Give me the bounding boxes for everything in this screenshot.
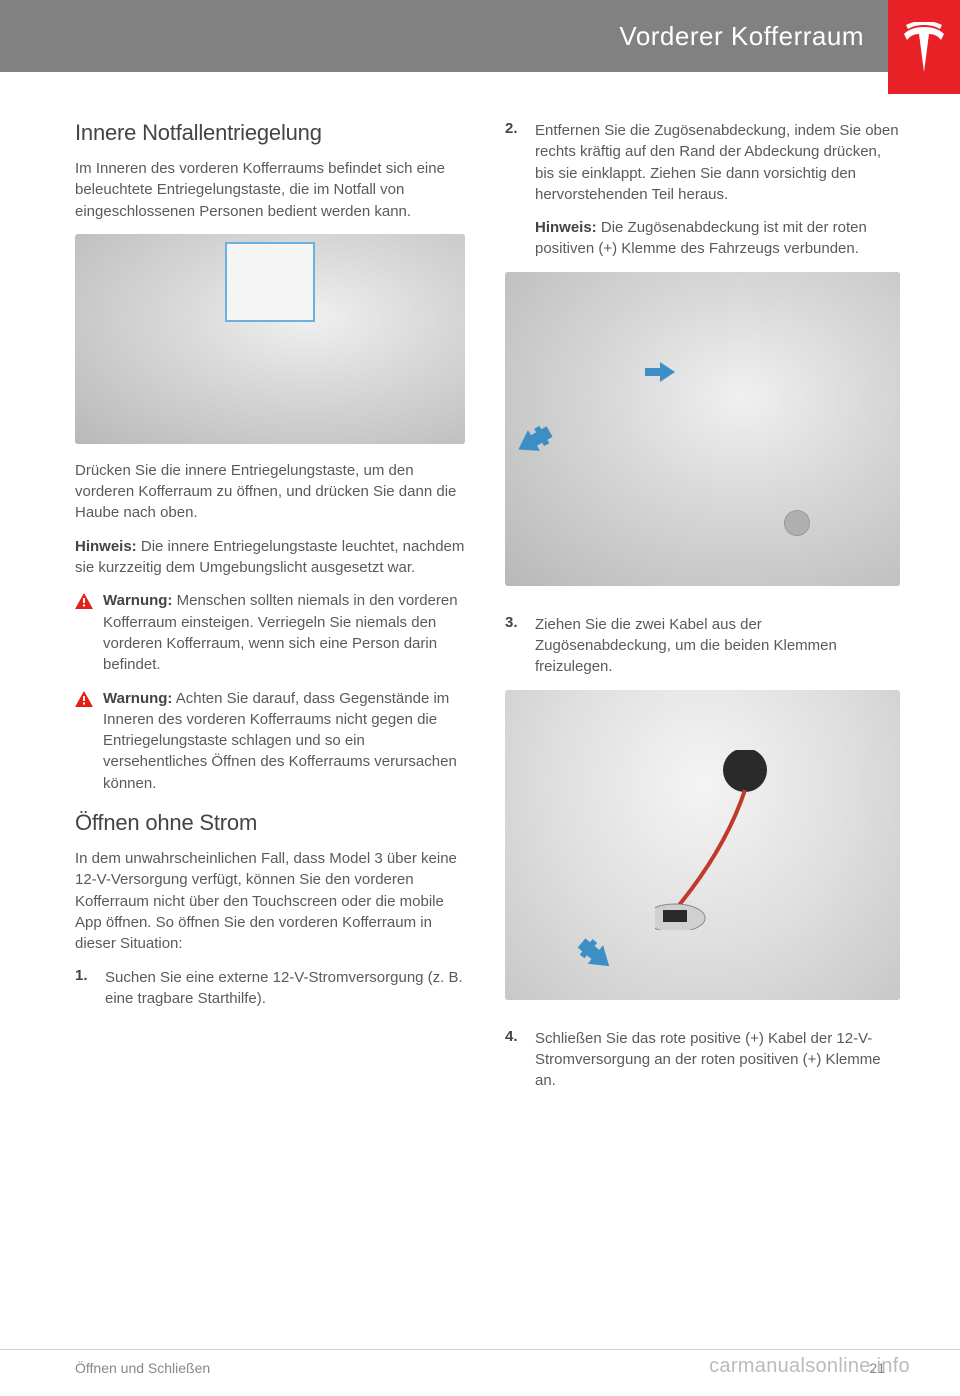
step-1: 1. Suchen Sie eine externe 12-V-Stromver… [75, 967, 465, 1022]
heading-open-without-power: Öffnen ohne Strom [75, 810, 465, 836]
left-column: Innere Notfallentriegelung Im Inneren de… [75, 120, 465, 1116]
watermark: carmanualsonline.info [709, 1355, 910, 1378]
brand-logo [888, 0, 960, 94]
footer-section: Öffnen und Schließen [75, 1360, 210, 1376]
warning-icon [75, 593, 93, 609]
step-number: 4. [505, 1028, 519, 1104]
arrow-indicator-icon [625, 352, 675, 392]
paragraph: Drücken Sie die innere Entriegelungstast… [75, 460, 465, 524]
note-label: Hinweis: [75, 538, 137, 555]
figure-interior-release [75, 234, 465, 444]
heading-emergency-release: Innere Notfallentriegelung [75, 120, 465, 146]
step-3: 3. Ziehen Sie die zwei Kabel aus der Zug… [505, 614, 900, 1016]
step-body: Ziehen Sie die zwei Kabel aus der Zugöse… [535, 614, 900, 1016]
paragraph: Im Inneren des vorderen Kofferraums befi… [75, 158, 465, 222]
note-block: Hinweis: Die Zugösenabdeckung ist mit de… [535, 217, 900, 260]
page-title: Vorderer Kofferraum [619, 21, 864, 52]
paragraph: In dem unwahrscheinlichen Fall, dass Mod… [75, 848, 465, 954]
content-area: Innere Notfallentriegelung Im Inneren de… [0, 72, 960, 1116]
figure-pull-cables [505, 690, 900, 1000]
warning-block: Warnung: Menschen sollten niemals in den… [75, 590, 465, 675]
page-header: Vorderer Kofferraum [0, 0, 960, 72]
callout-inset [225, 242, 315, 322]
step-number: 1. [75, 967, 89, 1022]
step-body: Entfernen Sie die Zugösenabdeckung, inde… [535, 120, 900, 602]
step-text: Suchen Sie eine externe 12-V-Stromversor… [105, 967, 465, 1010]
tesla-logo-icon [904, 22, 944, 72]
tow-eye-cap [784, 510, 810, 536]
warning-text: Warnung: Menschen sollten niemals in den… [103, 590, 465, 675]
warning-icon [75, 691, 93, 707]
warning-text: Warnung: Achten Sie darauf, dass Gegenst… [103, 688, 465, 794]
figure-tow-eye-cover [505, 272, 900, 586]
note-block: Hinweis: Die innere Entriegelungstaste l… [75, 536, 465, 579]
step-2: 2. Entfernen Sie die Zugösenabdeckung, i… [505, 120, 900, 602]
cable-illustration [655, 750, 775, 930]
step-text: Schließen Sie das rote positive (+) Kabe… [535, 1028, 900, 1092]
right-column: 2. Entfernen Sie die Zugösenabdeckung, i… [505, 120, 900, 1116]
step-4: 4. Schließen Sie das rote positive (+) K… [505, 1028, 900, 1104]
warning-block: Warnung: Achten Sie darauf, dass Gegenst… [75, 688, 465, 794]
